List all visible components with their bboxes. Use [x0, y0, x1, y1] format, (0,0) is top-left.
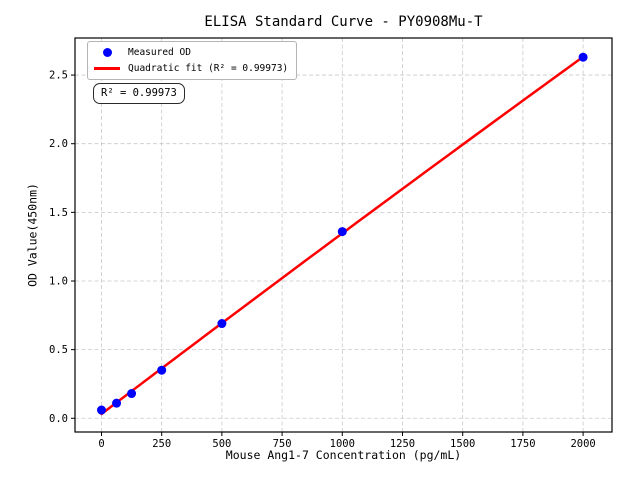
- legend-item-quadratic-fit: Quadratic fit (R² = 0.99973): [94, 62, 288, 75]
- y-tick-label: 2.5: [49, 70, 68, 82]
- r-squared-annotation: R² = 0.99973: [93, 83, 185, 104]
- legend-swatch: [94, 48, 120, 57]
- y-tick-label: 2.0: [49, 138, 68, 150]
- x-tick-label: 1000: [330, 438, 355, 450]
- data-point: [127, 389, 137, 399]
- x-tick-label: 0: [98, 438, 104, 450]
- y-tick-label: 0.5: [49, 344, 68, 356]
- red-line-marker-icon: [94, 67, 120, 70]
- data-point: [157, 365, 167, 375]
- x-axis-label: Mouse Ang1-7 Concentration (pg/mL): [225, 448, 462, 462]
- data-point: [337, 227, 347, 237]
- plot-frame: [74, 37, 613, 433]
- data-point: [217, 319, 227, 329]
- x-tick-label: 1750: [510, 438, 535, 450]
- y-tick-label: 1.5: [49, 207, 68, 219]
- legend-swatch: [94, 67, 120, 70]
- y-axis-label: OD Value(450nm): [25, 183, 40, 287]
- y-tick-label: 0.0: [49, 413, 68, 425]
- blue-dot-marker-icon: [102, 48, 112, 57]
- y-tick-label: 1.0: [49, 275, 68, 287]
- x-tick-label: 1500: [450, 438, 475, 450]
- legend-item-label: Quadratic fit (R² = 0.99973): [128, 63, 289, 74]
- chart-title: ELISA Standard Curve - PY0908Mu-T: [204, 14, 483, 30]
- data-point: [112, 398, 122, 408]
- legend-item-label: Measured OD: [128, 47, 191, 58]
- data-point: [96, 405, 106, 415]
- data-point: [578, 52, 588, 62]
- x-tick-label: 750: [273, 438, 292, 450]
- x-tick-label: 1250: [390, 438, 415, 450]
- x-tick-label: 250: [152, 438, 171, 450]
- legend-box: Measured OD Quadratic fit (R² = 0.99973): [87, 41, 298, 80]
- x-tick-label: 500: [212, 438, 231, 450]
- legend-item-measured-od: Measured OD: [94, 46, 288, 59]
- x-tick-label: 2000: [570, 438, 595, 450]
